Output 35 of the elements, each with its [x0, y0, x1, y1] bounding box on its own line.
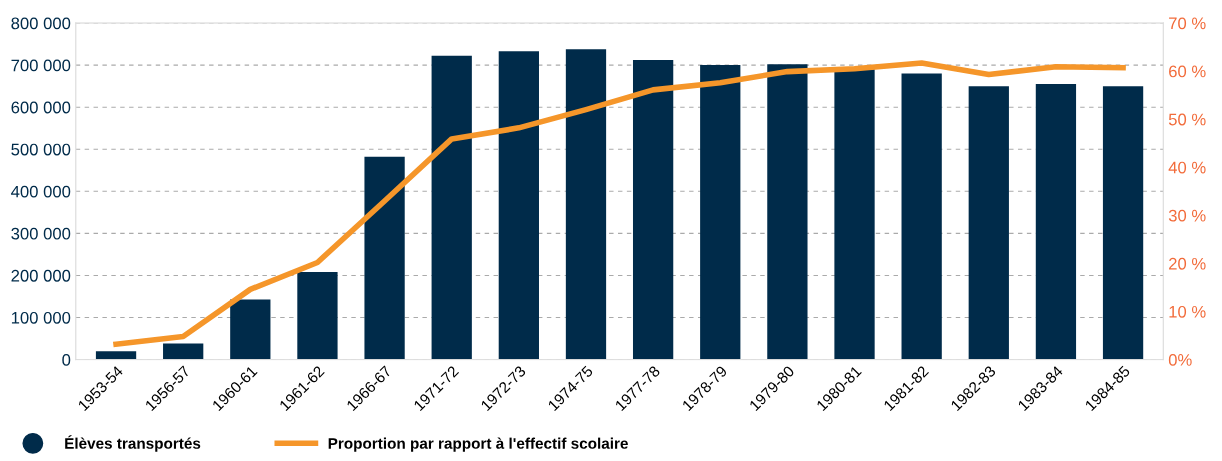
bar [834, 69, 875, 360]
bar [700, 65, 741, 360]
bar [968, 86, 1009, 360]
y-tick-label: 800 000 [11, 17, 71, 30]
y2-tick-label: 10 % [1169, 305, 1206, 318]
bar [230, 299, 271, 360]
bar [498, 51, 539, 360]
y2-tick-label: 30 % [1168, 209, 1206, 222]
y-tick-label: 300 000 [11, 227, 71, 240]
bar [95, 351, 137, 360]
bar [767, 64, 808, 360]
y2-tick-label: 50 % [1168, 113, 1206, 126]
bar [1035, 84, 1077, 360]
bar [297, 272, 338, 360]
bar [632, 60, 674, 360]
legend-label: Proportion par rapport à l'effectif scolaire [328, 437, 628, 452]
y-tick-label: 0 [62, 353, 71, 366]
y2-tick-label: 0% [1168, 353, 1192, 366]
y2-tick-label: 60 % [1169, 65, 1206, 78]
bar [431, 55, 472, 360]
y-tick-label: 500 000 [11, 143, 71, 156]
y-tick-label: 600 000 [11, 101, 71, 114]
bar [163, 343, 204, 360]
y-tick-label: 400 000 [11, 185, 71, 198]
bar [565, 49, 607, 360]
y-tick-label: 700 000 [11, 59, 71, 72]
y2-tick-label: 40 % [1168, 161, 1206, 174]
bar [364, 156, 405, 360]
y-tick-label: 200 000 [11, 269, 71, 282]
y2-tick-label: 20 % [1169, 257, 1206, 270]
y-tick-label: 100 000 [11, 311, 71, 324]
bar [1102, 86, 1144, 360]
bar [901, 73, 942, 360]
legend-label: Élèves transportés [65, 435, 201, 452]
y2-tick-label: 70 % [1169, 17, 1206, 30]
